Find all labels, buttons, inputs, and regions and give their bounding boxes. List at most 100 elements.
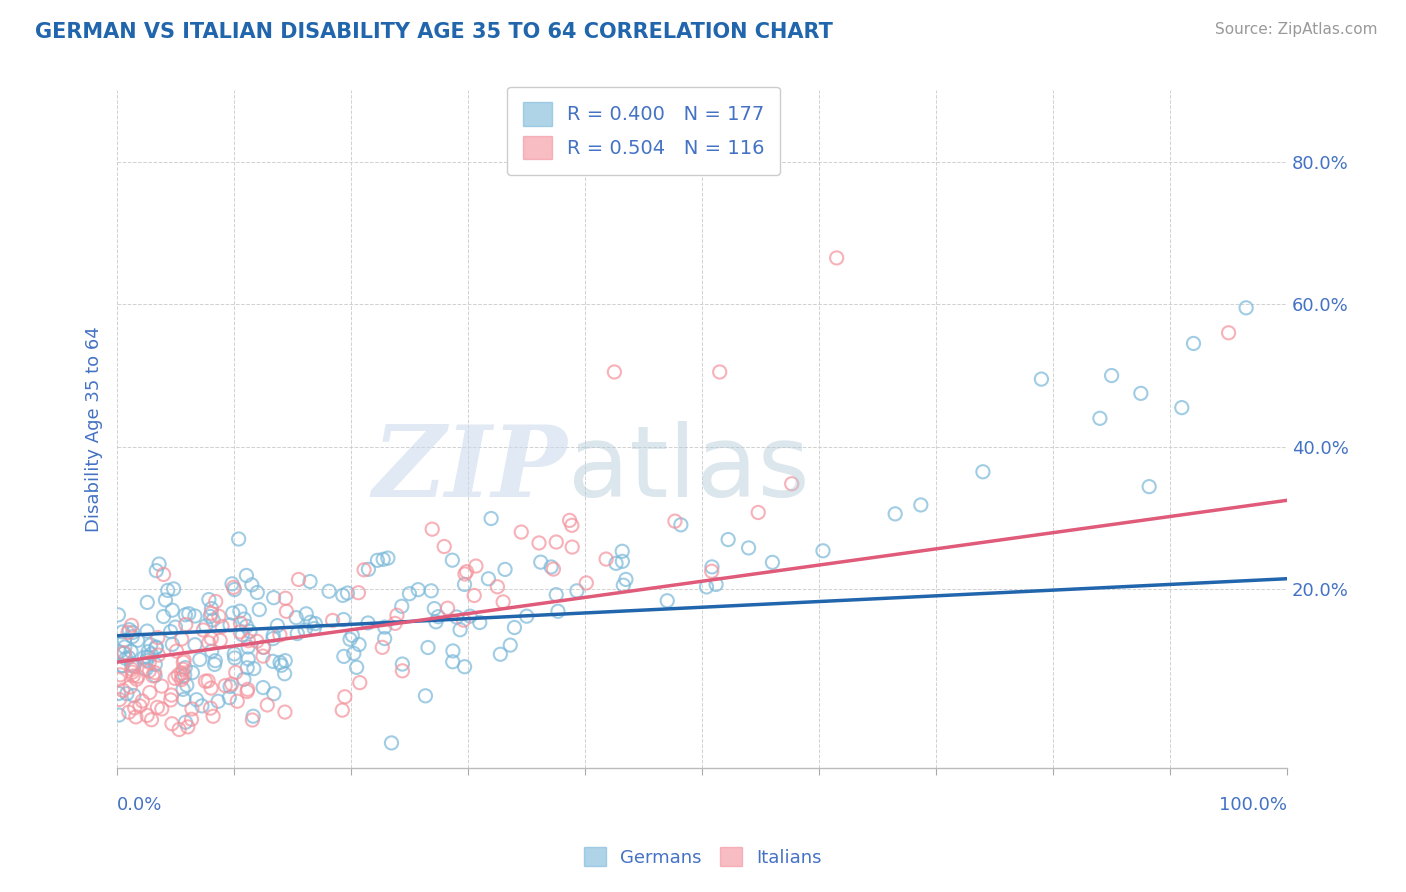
Point [256,698,278,712]
Point [433,540,456,554]
Point [138,664,160,678]
Point [510,524,533,539]
Point [172,670,194,684]
Point [111,624,134,639]
Point [229,604,252,618]
Point [173,692,195,706]
Point [247,602,270,616]
Point [201,644,224,658]
Point [108,692,131,706]
Point [120,644,142,658]
Point [406,582,429,597]
Point [366,553,388,567]
Point [236,682,259,697]
Point [420,522,443,536]
Point [737,541,759,555]
Point [138,656,160,670]
Point [176,678,198,692]
Point [546,535,568,549]
Text: GERMAN VS ITALIAN DISABILITY AGE 35 TO 64 CORRELATION CHART: GERMAN VS ITALIAN DISABILITY AGE 35 TO 6… [35,22,832,42]
Point [446,610,468,624]
Point [232,673,254,687]
Point [273,666,295,681]
Point [454,566,477,581]
Point [441,553,464,567]
Point [110,668,132,682]
Point [159,693,181,707]
Point [453,659,475,673]
Point [456,565,478,579]
Point [287,573,309,587]
Point [384,616,406,631]
Point [141,713,163,727]
Point [374,620,396,634]
Point [111,659,134,673]
Point [347,585,370,599]
Point [222,606,245,620]
Point [499,638,522,652]
Point [246,634,269,648]
Point [160,688,183,702]
Point [263,591,285,605]
Point [204,657,226,672]
Point [173,668,195,682]
Point [486,580,509,594]
Point [200,607,222,621]
Point [612,554,634,568]
Point [143,665,166,680]
Point [233,612,256,626]
Point [174,607,197,622]
Point [489,647,512,661]
Point [197,673,219,688]
Point [1129,386,1152,401]
Point [253,640,276,655]
Point [664,514,686,528]
Point [200,681,222,695]
Point [150,679,173,693]
Point [121,630,143,644]
Point [547,604,569,618]
Legend: R = 0.400   N = 177, R = 0.504   N = 116: R = 0.400 N = 177, R = 0.504 N = 116 [508,87,780,175]
Point [200,609,222,624]
Point [143,657,166,672]
Point [263,687,285,701]
Point [207,694,229,708]
Point [167,723,190,737]
Point [163,672,186,686]
Point [135,662,157,676]
Point [172,655,194,669]
Point [391,664,413,678]
Point [266,618,288,632]
Point [229,616,252,631]
Point [125,710,148,724]
Point [143,668,166,682]
Point [540,560,562,574]
Point [107,673,129,687]
Point [180,712,202,726]
Point [202,613,225,627]
Point [134,650,156,665]
Point [121,625,143,640]
Point [346,660,368,674]
Point [208,609,231,624]
Point [527,536,550,550]
Point [595,552,617,566]
Text: 100.0%: 100.0% [1219,797,1286,814]
Point [107,686,129,700]
Point [148,557,170,571]
Point [231,628,253,642]
Point [357,615,380,630]
Point [122,669,145,683]
Point [108,708,131,723]
Point [246,585,269,599]
Point [115,687,138,701]
Point [441,655,464,669]
Point [225,665,247,680]
Legend: Germans, Italians: Germans, Italians [576,840,830,874]
Point [145,564,167,578]
Point [449,623,471,637]
Point [136,708,159,723]
Point [218,690,240,705]
Point [373,552,395,566]
Point [269,628,291,642]
